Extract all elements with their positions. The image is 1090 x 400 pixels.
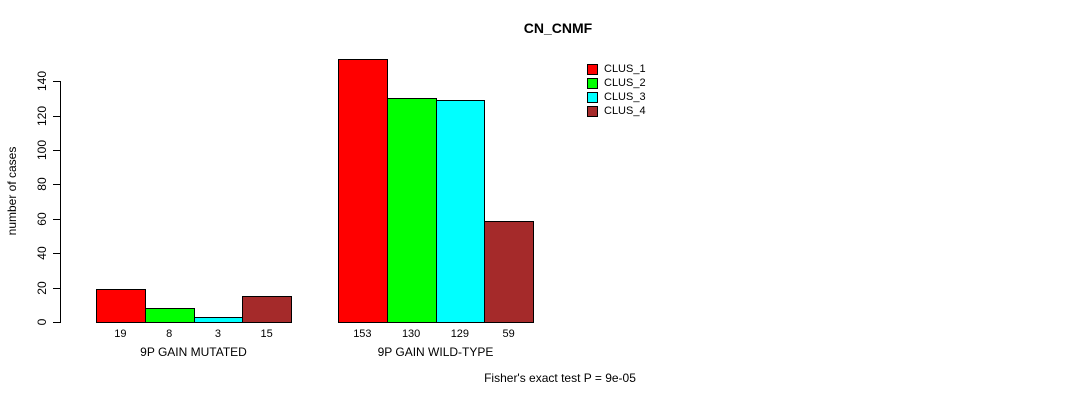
bar-clus_4 (484, 220, 534, 323)
y-axis-tick (53, 150, 60, 151)
bar-value-label: 8 (166, 328, 173, 340)
legend: CLUS_1 CLUS_2 CLUS_3 CLUS_4 (587, 62, 646, 118)
bar-value-label: 3 (214, 328, 221, 340)
bar-value-label: 15 (260, 328, 273, 340)
y-axis-tick (53, 218, 60, 220)
y-axis-tick-label: 80 (35, 177, 49, 192)
bar-value-label: 19 (114, 328, 127, 340)
legend-label: CLUS_2 (604, 77, 646, 89)
legend-item: CLUS_3 (587, 90, 646, 104)
legend-label: CLUS_4 (604, 105, 646, 117)
legend-item: CLUS_2 (587, 76, 646, 90)
legend-label: CLUS_3 (604, 91, 646, 103)
legend-item: CLUS_4 (587, 104, 646, 118)
legend-label: CLUS_1 (604, 63, 646, 75)
bar-value-label: 153 (353, 328, 372, 340)
y-axis-tick-label: 60 (35, 212, 49, 226)
y-axis-tick-label: 100 (35, 139, 49, 161)
bar-value-label: 129 (450, 328, 470, 340)
bar-clus_1 (338, 58, 388, 323)
bar-clus_2 (144, 308, 195, 323)
bar-value-label: 130 (401, 328, 421, 340)
y-axis-tick-label: 20 (35, 280, 49, 295)
bar-clus_3 (193, 316, 244, 323)
y-axis-tick (53, 81, 60, 83)
bar-value-label: 59 (502, 328, 515, 340)
y-axis-tick-label: 120 (35, 105, 49, 126)
y-axis-tick (53, 322, 60, 323)
y-axis-line (60, 81, 61, 323)
legend-swatch-icon (587, 63, 598, 75)
y-axis-tick (53, 115, 60, 117)
legend-swatch-icon (587, 91, 598, 103)
bar-clus_3 (435, 100, 486, 323)
bar-clus_1 (96, 289, 146, 323)
y-axis-tick-label: 140 (35, 71, 49, 92)
y-axis-tick (53, 253, 60, 255)
y-axis-tick (53, 184, 60, 186)
y-axis-tick-label: 0 (35, 318, 49, 326)
bar-clus_4 (242, 296, 292, 323)
fisher-test-note: Fisher's exact test P = 9e-05 (484, 371, 636, 385)
legend-swatch-icon (587, 77, 598, 89)
bar-clus_2 (386, 98, 437, 323)
x-group-label: 9P GAIN WILD-TYPE (377, 345, 494, 359)
y-axis-tick-label: 40 (35, 246, 49, 260)
y-axis-tick (53, 287, 60, 289)
y-axis-title: number of cases (5, 146, 19, 236)
legend-swatch-icon (587, 105, 598, 117)
x-group-label: 9P GAIN MUTATED (140, 345, 247, 359)
legend-item: CLUS_1 (587, 62, 646, 76)
chart-title: CN_CNMF (523, 20, 593, 36)
